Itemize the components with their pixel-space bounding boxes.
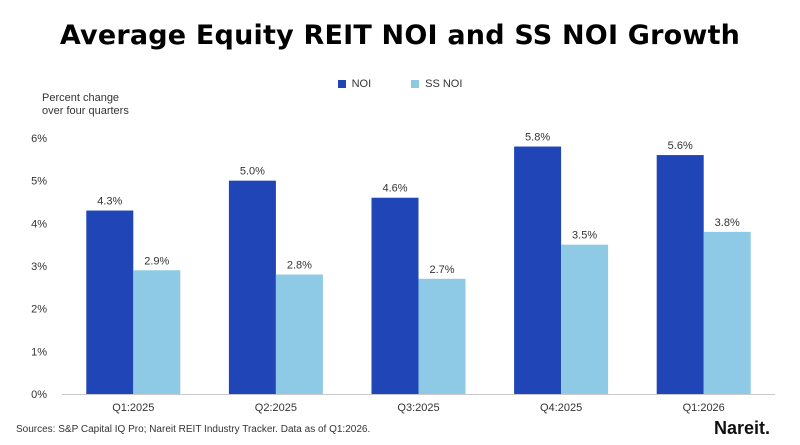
x-tick-label: Q4:2025: [540, 402, 582, 414]
source-note: Sources: S&P Capital IQ Pro; Nareit REIT…: [16, 424, 371, 435]
nareit-logo: Nareit.: [713, 418, 770, 438]
bar-noi: [371, 197, 419, 394]
y-axis-label: Percent change over four quarters: [42, 92, 162, 118]
y-tick-label: 3%: [31, 261, 47, 273]
bar-ss-noi: [561, 244, 609, 394]
y-axis-label-line-2: over four quarters: [42, 105, 129, 117]
data-label-noi: 5.6%: [668, 140, 693, 152]
legend-item-noi: NOI: [337, 78, 372, 90]
bar-ss-noi: [703, 231, 751, 394]
x-tick-label: Q1:2025: [112, 402, 154, 414]
legend-label-noi: NOI: [351, 78, 372, 90]
data-label-ss-noi: 3.8%: [715, 217, 740, 229]
legend-label-ss-noi: SS NOI: [425, 78, 463, 90]
legend-swatch-ss-noi: [411, 80, 420, 88]
bar-ss-noi: [275, 274, 323, 394]
y-tick-label: 2%: [31, 304, 47, 316]
y-axis-label-line-1: Percent change: [42, 92, 120, 104]
y-tick-label: 4%: [31, 218, 47, 230]
data-label-noi: 5.8%: [525, 132, 550, 144]
data-label-noi: 4.3%: [97, 196, 122, 208]
y-tick-label: 1%: [31, 346, 47, 358]
bar-noi: [86, 210, 134, 394]
bar-ss-noi: [133, 270, 181, 394]
data-label-ss-noi: 2.9%: [144, 255, 169, 267]
legend: NOI SS NOI: [0, 78, 800, 90]
bar-noi: [228, 180, 276, 394]
bar-ss-noi: [418, 278, 466, 394]
data-label-ss-noi: 2.8%: [287, 260, 312, 272]
bar-noi: [514, 146, 562, 394]
data-label-noi: 5.0%: [240, 166, 265, 178]
bar-noi: [656, 155, 704, 394]
x-tick-label: Q1:2026: [683, 402, 725, 414]
legend-swatch-noi: [337, 80, 346, 88]
x-tick-label: Q2:2025: [255, 402, 297, 414]
y-tick-label: 0%: [31, 389, 47, 401]
y-tick-label: 6%: [31, 133, 47, 145]
data-label-ss-noi: 3.5%: [572, 230, 597, 242]
y-tick-label: 5%: [31, 176, 47, 188]
legend-item-ss-noi: SS NOI: [411, 78, 462, 90]
chart-title: Average Equity REIT NOI and SS NOI Growt…: [59, 20, 741, 51]
x-tick-label: Q3:2025: [397, 402, 439, 414]
data-label-ss-noi: 2.7%: [429, 264, 454, 276]
data-label-noi: 4.6%: [382, 183, 407, 195]
